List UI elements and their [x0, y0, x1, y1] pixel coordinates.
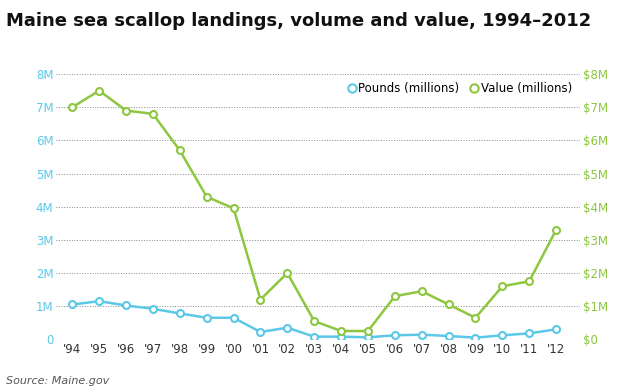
- Pounds (millions): [256, 330, 264, 334]
- Value (millions): [552, 227, 560, 232]
- Pounds (millions): [364, 335, 372, 340]
- Pounds (millions): [95, 299, 103, 303]
- Value (millions): [525, 279, 533, 284]
- Text: Maine sea scallop landings, volume and value, 1994–2012: Maine sea scallop landings, volume and v…: [6, 12, 592, 30]
- Value (millions): [364, 329, 372, 333]
- Pounds (millions): [525, 331, 533, 336]
- Pounds (millions): [283, 325, 291, 330]
- Pounds (millions): [418, 332, 426, 337]
- Pounds (millions): [203, 316, 210, 320]
- Pounds (millions): [391, 333, 399, 338]
- Pounds (millions): [230, 316, 237, 320]
- Pounds (millions): [311, 334, 318, 339]
- Pounds (millions): [69, 302, 76, 307]
- Value (millions): [418, 289, 426, 294]
- Value (millions): [230, 206, 237, 211]
- Value (millions): [338, 329, 345, 333]
- Pounds (millions): [472, 335, 479, 340]
- Value (millions): [391, 294, 399, 299]
- Value (millions): [283, 271, 291, 275]
- Pounds (millions): [499, 333, 506, 338]
- Value (millions): [122, 108, 130, 113]
- Value (millions): [256, 297, 264, 302]
- Pounds (millions): [122, 303, 130, 308]
- Pounds (millions): [338, 334, 345, 339]
- Value (millions): [445, 302, 452, 307]
- Legend: Pounds (millions), Value (millions): Pounds (millions), Value (millions): [346, 80, 575, 98]
- Value (millions): [176, 148, 183, 152]
- Line: Value (millions): Value (millions): [69, 87, 560, 335]
- Pounds (millions): [552, 327, 560, 332]
- Pounds (millions): [176, 311, 183, 316]
- Text: Source: Maine.gov: Source: Maine.gov: [6, 376, 109, 386]
- Value (millions): [95, 88, 103, 93]
- Line: Pounds (millions): Pounds (millions): [69, 298, 560, 341]
- Value (millions): [69, 105, 76, 110]
- Value (millions): [311, 319, 318, 323]
- Pounds (millions): [149, 307, 157, 311]
- Value (millions): [149, 112, 157, 116]
- Value (millions): [203, 194, 210, 199]
- Value (millions): [472, 316, 479, 320]
- Pounds (millions): [445, 333, 452, 338]
- Value (millions): [499, 284, 506, 289]
